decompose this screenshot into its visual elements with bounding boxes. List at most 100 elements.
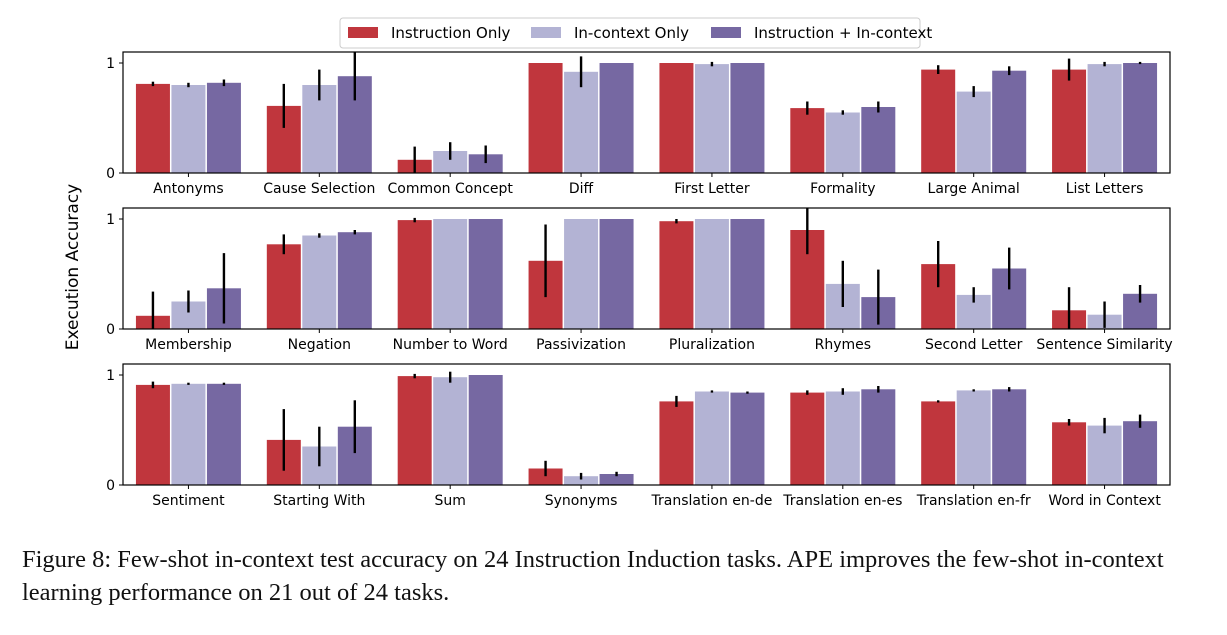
x-tick-label: Sentiment <box>152 493 225 509</box>
axes-frame <box>122 363 1171 486</box>
x-tick-label: Second Letter <box>925 337 1023 353</box>
y-axis-label: Execution Accuracy <box>63 184 83 350</box>
bar-instruction-only <box>921 69 956 173</box>
x-tick-label: Sentence Similarity <box>1036 337 1172 353</box>
bar-instruction-in-context <box>599 63 634 173</box>
bar-in-context-only <box>956 390 991 485</box>
bar-instruction-only <box>528 63 563 173</box>
bar-instruction-only <box>921 401 956 485</box>
bar-in-context-only <box>171 383 206 485</box>
x-tick-label: Rhymes <box>815 337 871 353</box>
bar-instruction-only <box>397 220 432 329</box>
y-tick-label: 1 <box>106 212 115 228</box>
axes-frame <box>122 207 1171 330</box>
y-tick-label: 0 <box>106 166 115 182</box>
panel-1: Antonyms Cause Selection Common Concept Dif… <box>106 51 1171 197</box>
bar-instruction-in-context <box>468 219 503 329</box>
bar-in-context-only <box>433 151 468 173</box>
bar-instruction-in-context <box>730 63 765 173</box>
bar-instruction-in-context <box>861 389 896 485</box>
bar-instruction-only <box>135 384 170 485</box>
legend-box <box>339 17 921 49</box>
x-tick-label: Pluralization <box>669 337 755 353</box>
bar-in-context-only <box>694 391 729 485</box>
x-tick-label: Common Concept <box>387 181 513 197</box>
bar-instruction-only <box>135 83 170 173</box>
x-tick-label: Passivization <box>536 337 626 353</box>
legend-swatch <box>711 27 741 38</box>
legend-label: Instruction + In-context <box>754 24 932 42</box>
bar-instruction-in-context <box>337 232 372 329</box>
x-tick-label: Translation en-fr <box>916 493 1031 509</box>
bar-in-context-only <box>433 377 468 485</box>
bar-in-context-only <box>564 71 599 173</box>
bar-in-context-only <box>694 64 729 173</box>
bar-in-context-only <box>564 476 599 485</box>
bar-instruction-in-context <box>468 154 503 173</box>
x-tick-label: Translation en-de <box>651 493 773 509</box>
x-tick-label: Membership <box>145 337 232 353</box>
legend-swatch <box>348 27 378 38</box>
panels: Antonyms Cause Selection Common Concept Dif… <box>106 51 1173 509</box>
bar-in-context-only <box>1087 64 1122 173</box>
bar-in-context-only <box>1087 425 1122 485</box>
x-tick-label: Large Animal <box>928 181 1020 197</box>
y-tick-label: 0 <box>106 322 115 338</box>
bar-instruction-in-context <box>992 389 1027 485</box>
x-tick-label: Number to Word <box>393 337 508 353</box>
bar-instruction-in-context <box>730 392 765 485</box>
bar-chart: Instruction Only In-context Only Instructi… <box>63 17 1173 509</box>
bar-in-context-only <box>302 235 337 329</box>
x-tick-label: First Letter <box>674 181 750 197</box>
y-tick-label: 0 <box>106 478 115 494</box>
bar-in-context-only <box>433 219 468 329</box>
panel-3: Sentiment Starting With Sum Synonyms Transla… <box>106 363 1171 509</box>
bar-instruction-in-context <box>730 219 765 329</box>
bar-instruction-in-context <box>861 107 896 173</box>
bar-instruction-only <box>790 392 825 485</box>
bar-instruction-only <box>397 376 432 485</box>
figure-caption: Figure 8: Few-shot in-context test accur… <box>22 546 1164 606</box>
bar-in-context-only <box>564 219 599 329</box>
bar-in-context-only <box>825 112 860 173</box>
bar-instruction-only <box>790 108 825 173</box>
bar-in-context-only <box>171 85 206 173</box>
x-tick-label: Sum <box>434 493 465 509</box>
bar-instruction-in-context <box>599 474 634 485</box>
x-tick-label: Synonyms <box>545 493 618 509</box>
x-tick-label: Cause Selection <box>263 181 375 197</box>
y-tick-label: 1 <box>106 368 115 384</box>
bar-instruction-only <box>1052 69 1087 173</box>
bar-instruction-only <box>659 221 694 329</box>
bar-instruction-in-context <box>992 70 1027 173</box>
panel-2: Membership Negation Number to Word Passiviz… <box>106 207 1173 353</box>
legend-swatch <box>531 27 561 38</box>
x-tick-label: Antonyms <box>153 181 224 197</box>
x-tick-label: Negation <box>288 337 351 353</box>
bar-instruction-in-context <box>1123 421 1158 485</box>
bar-instruction-only <box>528 468 563 485</box>
x-tick-label: List Letters <box>1066 181 1144 197</box>
x-tick-label: Diff <box>569 181 594 197</box>
y-tick-label: 1 <box>106 56 115 72</box>
x-tick-label: Starting With <box>273 493 365 509</box>
axes-frame <box>122 51 1171 174</box>
x-tick-label: Translation en-es <box>782 493 902 509</box>
legend: Instruction Only In-context Only Instructi… <box>339 17 932 49</box>
bar-instruction-only <box>659 401 694 485</box>
bar-in-context-only <box>825 391 860 485</box>
bar-instruction-in-context <box>206 383 241 485</box>
bar-instruction-only <box>266 244 301 329</box>
bar-instruction-in-context <box>206 82 241 173</box>
legend-label: Instruction Only <box>391 24 511 42</box>
bar-in-context-only <box>694 219 729 329</box>
x-tick-label: Formality <box>810 181 875 197</box>
x-tick-label: Word in Context <box>1048 493 1161 509</box>
bar-instruction-only <box>1052 422 1087 485</box>
bar-in-context-only <box>956 91 991 173</box>
bar-instruction-only <box>659 63 694 173</box>
legend-label: In-context Only <box>574 24 689 42</box>
bar-instruction-in-context <box>468 375 503 485</box>
bar-instruction-in-context <box>1123 63 1158 173</box>
bar-instruction-in-context <box>599 219 634 329</box>
